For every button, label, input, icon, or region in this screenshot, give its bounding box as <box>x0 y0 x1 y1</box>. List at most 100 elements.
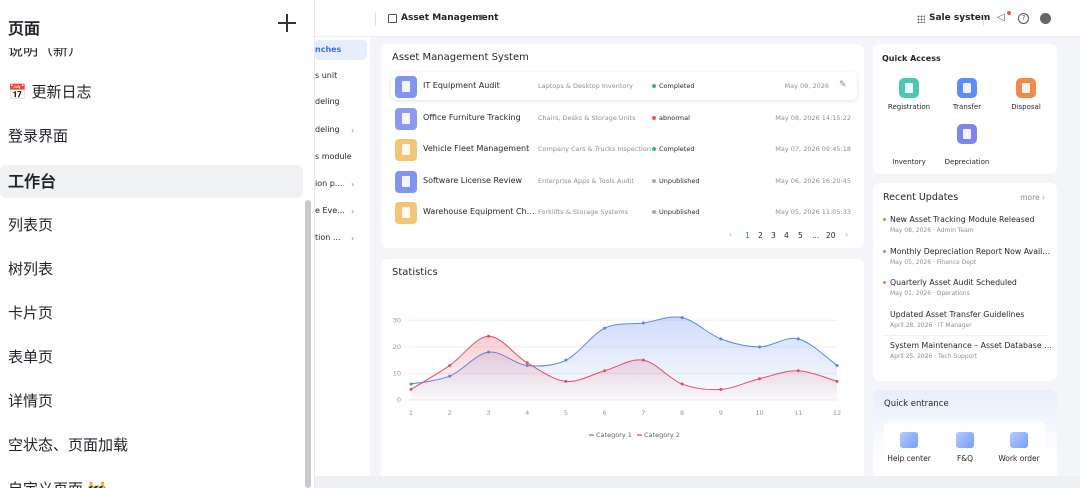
help-icon[interactable]: ? <box>1018 13 1029 24</box>
quick-entrance-help-center[interactable]: Help center <box>887 432 931 463</box>
row-date: May 09, 2026 <box>784 82 829 90</box>
more-link[interactable]: more › <box>1020 193 1045 202</box>
divider <box>883 334 1049 336</box>
pagination-page[interactable]: 5 <box>798 231 803 240</box>
page-item[interactable]: 📅 更新日志 <box>8 83 92 101</box>
asset-list-title: Asset Management System <box>392 52 529 63</box>
update-item[interactable]: System Maintenance – Asset Database Upgr… <box>883 341 1053 360</box>
subnav-item[interactable]: e Eve... <box>315 206 345 215</box>
recent-updates-card: Recent Updates more › New Asset Tracking… <box>873 183 1057 381</box>
pagination-page[interactable]: ... <box>812 231 820 240</box>
status-badge: Completed <box>652 145 694 153</box>
subnav-item[interactable]: s module <box>315 152 352 161</box>
quick-access-inventory[interactable]: Inventory <box>885 124 933 166</box>
pagination-page[interactable]: 20 <box>826 231 836 240</box>
update-item[interactable]: Quarterly Asset Audit Scheduled May 01, 2… <box>883 278 1053 297</box>
avatar[interactable] <box>1040 13 1051 24</box>
subnav-item[interactable]: ion p... <box>315 179 343 188</box>
page-item[interactable]: 详情页 <box>8 392 54 410</box>
subnav-item[interactable]: tion ... <box>315 233 341 242</box>
x-tick-label: 8 <box>680 409 684 417</box>
row-category: Laptops & Desktop Inventory <box>538 82 633 90</box>
pages-header: 页面 <box>0 0 314 48</box>
row-category: Chairs, Desks & Storage Units <box>538 113 636 122</box>
chevron-down-icon[interactable]: ▼ <box>478 13 485 22</box>
breadcrumb[interactable]: Asset Management <box>401 13 499 23</box>
row-category: Company Cars & Trucks Inspection <box>538 145 651 153</box>
page-item[interactable]: 工作台 <box>0 165 303 198</box>
table-row[interactable]: Warehouse Equipment Check Forklifts & Sto… <box>391 198 857 226</box>
x-tick-label: 11 <box>794 409 802 417</box>
series-line-2 <box>410 335 838 391</box>
row-date: May 06, 2026 16:20:45 <box>775 176 851 185</box>
update-item[interactable]: Monthly Depreciation Report Now Availabl… <box>883 247 1053 266</box>
page-item[interactable]: 卡片页 <box>8 304 54 322</box>
pages-scrollbar[interactable] <box>305 200 311 488</box>
document-icon <box>395 107 417 130</box>
status-badge: Unpublished <box>652 208 700 216</box>
add-page-button[interactable] <box>277 13 297 33</box>
system-switcher[interactable]: Sale system <box>929 13 991 23</box>
subnav-item[interactable]: s unit <box>315 71 338 80</box>
row-name: Software License Review <box>423 175 523 185</box>
quick-access-depreciation[interactable]: Depreciation <box>943 124 991 166</box>
pagination-page[interactable]: 2 <box>758 231 763 240</box>
x-tick-label: 4 <box>525 409 529 417</box>
page-item[interactable]: 列表页 <box>8 216 54 234</box>
registration-icon <box>899 78 919 98</box>
pagination-next[interactable]: › <box>845 230 848 239</box>
row-category: Enterprise Apps & Tools Audit <box>538 176 634 185</box>
subnav-item[interactable]: deling <box>315 125 340 134</box>
quick-entrance-work-order[interactable]: Work order <box>997 432 1041 463</box>
notification-icon[interactable]: ◁ <box>997 12 1005 23</box>
pagination-prev[interactable]: ‹ <box>729 230 732 239</box>
page-item[interactable]: 自定义页面 🚧 <box>0 473 303 488</box>
x-tick-label: 12 <box>833 409 841 417</box>
more-label: more <box>1020 193 1040 202</box>
quick-access-label: Depreciation <box>944 158 990 166</box>
pagination-page[interactable]: 1 <box>745 231 750 240</box>
table-row[interactable]: Vehicle Fleet Management Company Cars & T… <box>391 135 857 163</box>
quick-entrance-faq[interactable]: F&Q <box>943 432 987 463</box>
statistics-title: Statistics <box>392 267 438 278</box>
table-row[interactable]: Software License Review Enterprise Apps &… <box>391 167 857 195</box>
page-item[interactable]: 表单页 <box>8 348 54 366</box>
page-item[interactable]: 登录界面 <box>8 127 69 145</box>
subnav-item[interactable]: nches <box>315 40 367 60</box>
page-item[interactable]: 树列表 <box>8 260 54 278</box>
work-order-icon <box>1010 432 1028 448</box>
pagination-page[interactable]: 3 <box>771 231 776 240</box>
subnav-item[interactable]: deling <box>315 97 340 106</box>
data-point <box>486 334 490 338</box>
page-item[interactable]: 空状态、页面加载 <box>8 436 129 454</box>
row-name: Vehicle Fleet Management <box>423 144 530 153</box>
data-point <box>758 377 762 381</box>
x-tick-label: 2 <box>448 409 452 417</box>
data-point <box>641 321 645 325</box>
pagination-page[interactable]: 4 <box>784 231 789 240</box>
data-point <box>641 358 645 362</box>
update-meta: May 08, 2026 · Admin Team <box>890 227 974 234</box>
legend-label: Category 2 <box>644 431 680 439</box>
table-row[interactable]: Office Furniture Tracking Chairs, Desks &… <box>391 104 857 132</box>
update-title: Monthly Depreciation Report Now Availabl… <box>883 247 1053 256</box>
topbar: Asset Management ▼ Sale system ◁ ? <box>315 0 1080 37</box>
y-tick-label: 10 <box>393 369 401 377</box>
app-grid-icon[interactable] <box>917 15 925 23</box>
table-row[interactable]: IT Equipment Audit Laptops & Desktop Inve… <box>391 72 857 100</box>
update-item[interactable]: Updated Asset Transfer Guidelines April 2… <box>883 310 1053 329</box>
edit-icon[interactable]: ✎ <box>839 80 847 90</box>
quick-access-transfer[interactable]: Transfer <box>943 78 991 111</box>
app-area: Asset Management ▼ Sale system ◁ ? nches… <box>315 0 1080 488</box>
row-name: IT Equipment Audit <box>423 81 500 90</box>
building-icon <box>388 14 397 23</box>
document-icon <box>395 76 417 98</box>
row-category: Forklifts & Storage Systems <box>538 208 628 216</box>
quick-access-registration[interactable]: Registration <box>885 78 933 111</box>
quick-entrance-label: Work order <box>998 454 1040 463</box>
document-icon <box>395 170 417 193</box>
transfer-icon <box>957 78 977 98</box>
quick-access-disposal[interactable]: Disposal <box>1002 78 1050 111</box>
update-item[interactable]: New Asset Tracking Module Released May 08… <box>883 215 1053 234</box>
breadcrumb-divider <box>375 12 376 26</box>
